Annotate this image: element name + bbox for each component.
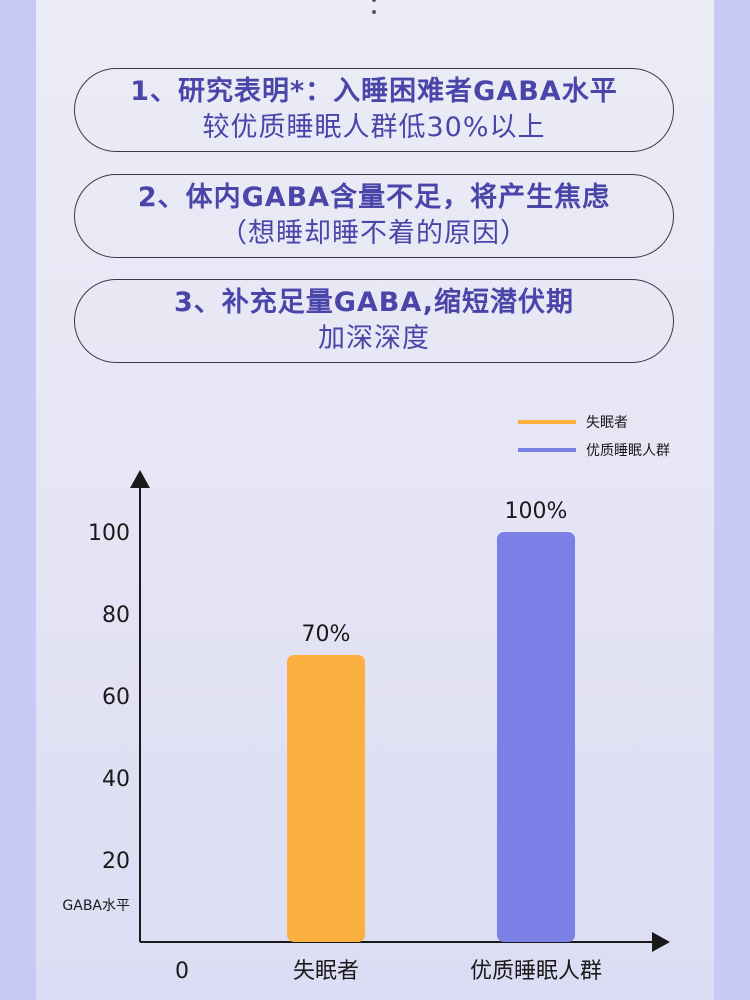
y-tick-label: 60 xyxy=(102,685,130,710)
y-axis-arrow xyxy=(130,470,150,488)
y-tick-label: 100 xyxy=(88,521,130,546)
point-3-line1: 3、补充足量GABA,缩短潜伏期 xyxy=(173,287,575,318)
point-3-pill: 3、补充足量GABA,缩短潜伏期 加深深度 xyxy=(74,279,674,363)
legend-label: 失眠者 xyxy=(586,415,628,431)
scroll-dots xyxy=(372,0,378,22)
y-tick-label: 20 xyxy=(102,849,130,874)
origin-label: 0 xyxy=(175,959,189,984)
point-1-line1: 1、研究表明*：入睡困难者GABA水平 xyxy=(130,76,618,107)
point-1-line2: 较优质睡眠人群低30%以上 xyxy=(202,112,546,143)
legend-label: 优质睡眠人群 xyxy=(586,443,670,459)
bar-good-sleep xyxy=(497,532,575,942)
x-category-label: 失眠者 xyxy=(293,959,359,984)
point-3-line2: 加深深度 xyxy=(318,323,430,354)
point-2-line1: 2、体内GABA含量不足，将产生焦虑 xyxy=(137,182,611,213)
point-1-pill: 1、研究表明*：入睡困难者GABA水平 较优质睡眠人群低30%以上 xyxy=(74,68,674,152)
point-2-pill: 2、体内GABA含量不足，将产生焦虑 （想睡却睡不着的原因） xyxy=(74,174,674,258)
y-tick-label: 40 xyxy=(102,767,130,792)
point-2-line2: （想睡却睡不着的原因） xyxy=(220,218,528,249)
bar-value-label: 100% xyxy=(505,499,568,524)
bar-value-label: 70% xyxy=(302,622,351,647)
x-category-label: 优质睡眠人群 xyxy=(470,959,602,984)
bar-insomnia xyxy=(287,655,365,942)
content-panel xyxy=(36,0,714,1000)
y-tick-label: 80 xyxy=(102,603,130,628)
x-axis-arrow xyxy=(652,932,670,952)
y-axis-label: GABA水平 xyxy=(62,898,130,914)
